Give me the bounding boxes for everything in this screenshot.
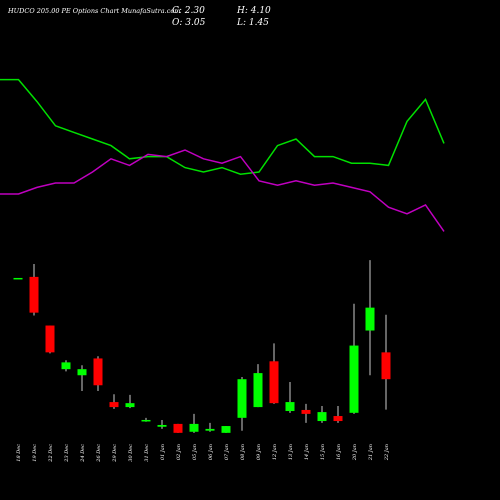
chart-title: HUDCO 205.00 PE Options Chart MunafaSutr… — [7, 7, 180, 15]
x-tick-label: 20 Jan — [352, 444, 358, 461]
candle-body — [93, 358, 103, 386]
x-tick-label: 05 Jan — [192, 444, 198, 460]
x-tick-label: 07 Jan — [224, 444, 230, 460]
x-tick-label: 16 Jan — [336, 444, 342, 460]
x-tick-label: 22 Jan — [384, 444, 390, 461]
x-tick-label: 01 Jan — [160, 444, 166, 460]
x-tick-label: 02 Jan — [176, 444, 182, 460]
x-tick-label: 31 Dec — [144, 444, 150, 462]
candle-body — [349, 345, 359, 413]
x-tick-label: 22 Dec — [48, 444, 54, 463]
candle-body — [29, 276, 39, 313]
x-tick-label: 30 Dec — [128, 444, 134, 462]
candle-body — [333, 416, 343, 422]
x-tick-label: 18 Dec — [16, 444, 22, 462]
candle-body — [317, 412, 327, 422]
x-tick-label: 13 Jan — [288, 444, 294, 460]
candle-body — [221, 426, 231, 433]
candle-body — [13, 277, 23, 280]
candle-body — [365, 307, 375, 331]
candle-body — [141, 419, 151, 422]
x-tick-label: 12 Jan — [272, 444, 278, 460]
candle-body — [237, 379, 247, 418]
candle-body — [173, 423, 183, 433]
x-tick-label: 24 Dec — [80, 444, 86, 463]
x-tick-label: 23 Dec — [64, 444, 70, 463]
x-tick-label: 21 Jan — [368, 444, 374, 461]
x-tick-label: 26 Dec — [96, 444, 102, 463]
candle-body — [301, 409, 311, 414]
candle-body — [253, 373, 263, 408]
open-label: O: 3.05 — [172, 18, 206, 28]
indicator-line — [0, 149, 445, 232]
candle-body — [125, 403, 135, 408]
candle-body — [77, 369, 87, 376]
x-tick-label: 06 Jan — [208, 444, 214, 460]
x-tick-label: 15 Jan — [320, 444, 326, 460]
candle-body — [157, 424, 167, 427]
x-tick-label: 19 Dec — [32, 444, 38, 462]
candle-body — [381, 352, 391, 380]
candle-body — [285, 402, 295, 412]
low-label: L: 1.45 — [236, 18, 269, 28]
x-tick-label: 14 Jan — [304, 444, 310, 460]
candle-body — [269, 361, 279, 404]
close-label: C: 2.30 — [172, 6, 205, 16]
x-tick-label: 29 Dec — [112, 444, 118, 463]
candle-body — [45, 325, 55, 353]
candle-body — [61, 362, 71, 370]
candle-body — [205, 428, 215, 431]
x-tick-label: 09 Jan — [256, 444, 262, 460]
indicator-line — [0, 78, 445, 175]
high-label: H: 4.10 — [236, 6, 271, 16]
candle-body — [109, 402, 119, 408]
candle-body — [189, 423, 199, 432]
x-tick-label: 08 Jan — [240, 444, 246, 460]
